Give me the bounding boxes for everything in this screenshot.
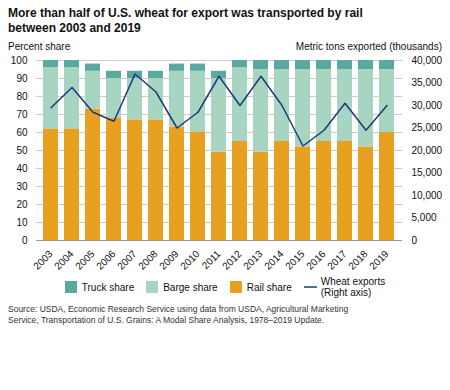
html-text:Source: USDA, Economic Researc: Source: USDA, Economic Research Service … [8,304,349,325]
svg-text:10,000: 10,000 [412,190,443,201]
svg-text:30: 30 [16,181,28,192]
html-text:Percent share: Percent share [8,41,71,52]
svg-text:2011: 2011 [200,248,223,271]
svg-text:50: 50 [16,145,28,156]
svg-text:2006: 2006 [94,248,118,272]
html-text:Wheat exports (Right axis): Wheat exports (Right axis) [320,276,386,298]
svg-text:2017: 2017 [325,248,349,272]
html-text:Rail share: Rail share [246,281,292,293]
html-text:Metric tons exported (thousand: Metric tons exported (thousands) [295,41,442,52]
html-text:More than half of U.S. wheat f: More than half of U.S. wheat for export … [8,6,363,20]
svg-text:0: 0 [412,235,418,246]
svg-text:40,000: 40,000 [412,55,443,66]
svg-text:5,000: 5,000 [412,212,437,223]
svg-text:25,000: 25,000 [412,122,443,133]
svg-text:80: 80 [16,91,28,102]
svg-text:30,000: 30,000 [412,100,443,111]
svg-text:2016: 2016 [304,248,328,272]
html-text:Barge share: Barge share [163,281,218,293]
svg-text:60: 60 [16,127,28,138]
svg-text:2009: 2009 [157,248,181,272]
svg-text:35,000: 35,000 [412,77,443,88]
svg-text:100: 100 [11,55,28,66]
svg-text:2018: 2018 [346,248,370,272]
svg-text:40: 40 [16,163,28,174]
html-text:Truck share: Truck share [81,281,135,293]
svg-text:2004: 2004 [52,248,76,272]
svg-text:20: 20 [16,199,28,210]
svg-text:70: 70 [16,109,28,120]
svg-text:2014: 2014 [262,248,286,272]
svg-text:10: 10 [16,217,28,228]
svg-text:0: 0 [22,235,28,246]
svg-text:2010: 2010 [178,248,202,272]
svg-text:2019: 2019 [367,248,391,272]
svg-text:2015: 2015 [283,248,307,272]
svg-text:2013: 2013 [241,248,265,272]
svg-text:2003: 2003 [31,248,55,272]
svg-text:90: 90 [16,73,28,84]
svg-text:2007: 2007 [115,248,139,272]
svg-text:15,000: 15,000 [412,167,443,178]
svg-text:2012: 2012 [220,248,244,272]
svg-text:20,000: 20,000 [412,145,443,156]
svg-text:2008: 2008 [136,248,160,272]
html-text:between 2003 and 2019: between 2003 and 2019 [8,21,141,35]
svg-text:2005: 2005 [73,248,97,272]
